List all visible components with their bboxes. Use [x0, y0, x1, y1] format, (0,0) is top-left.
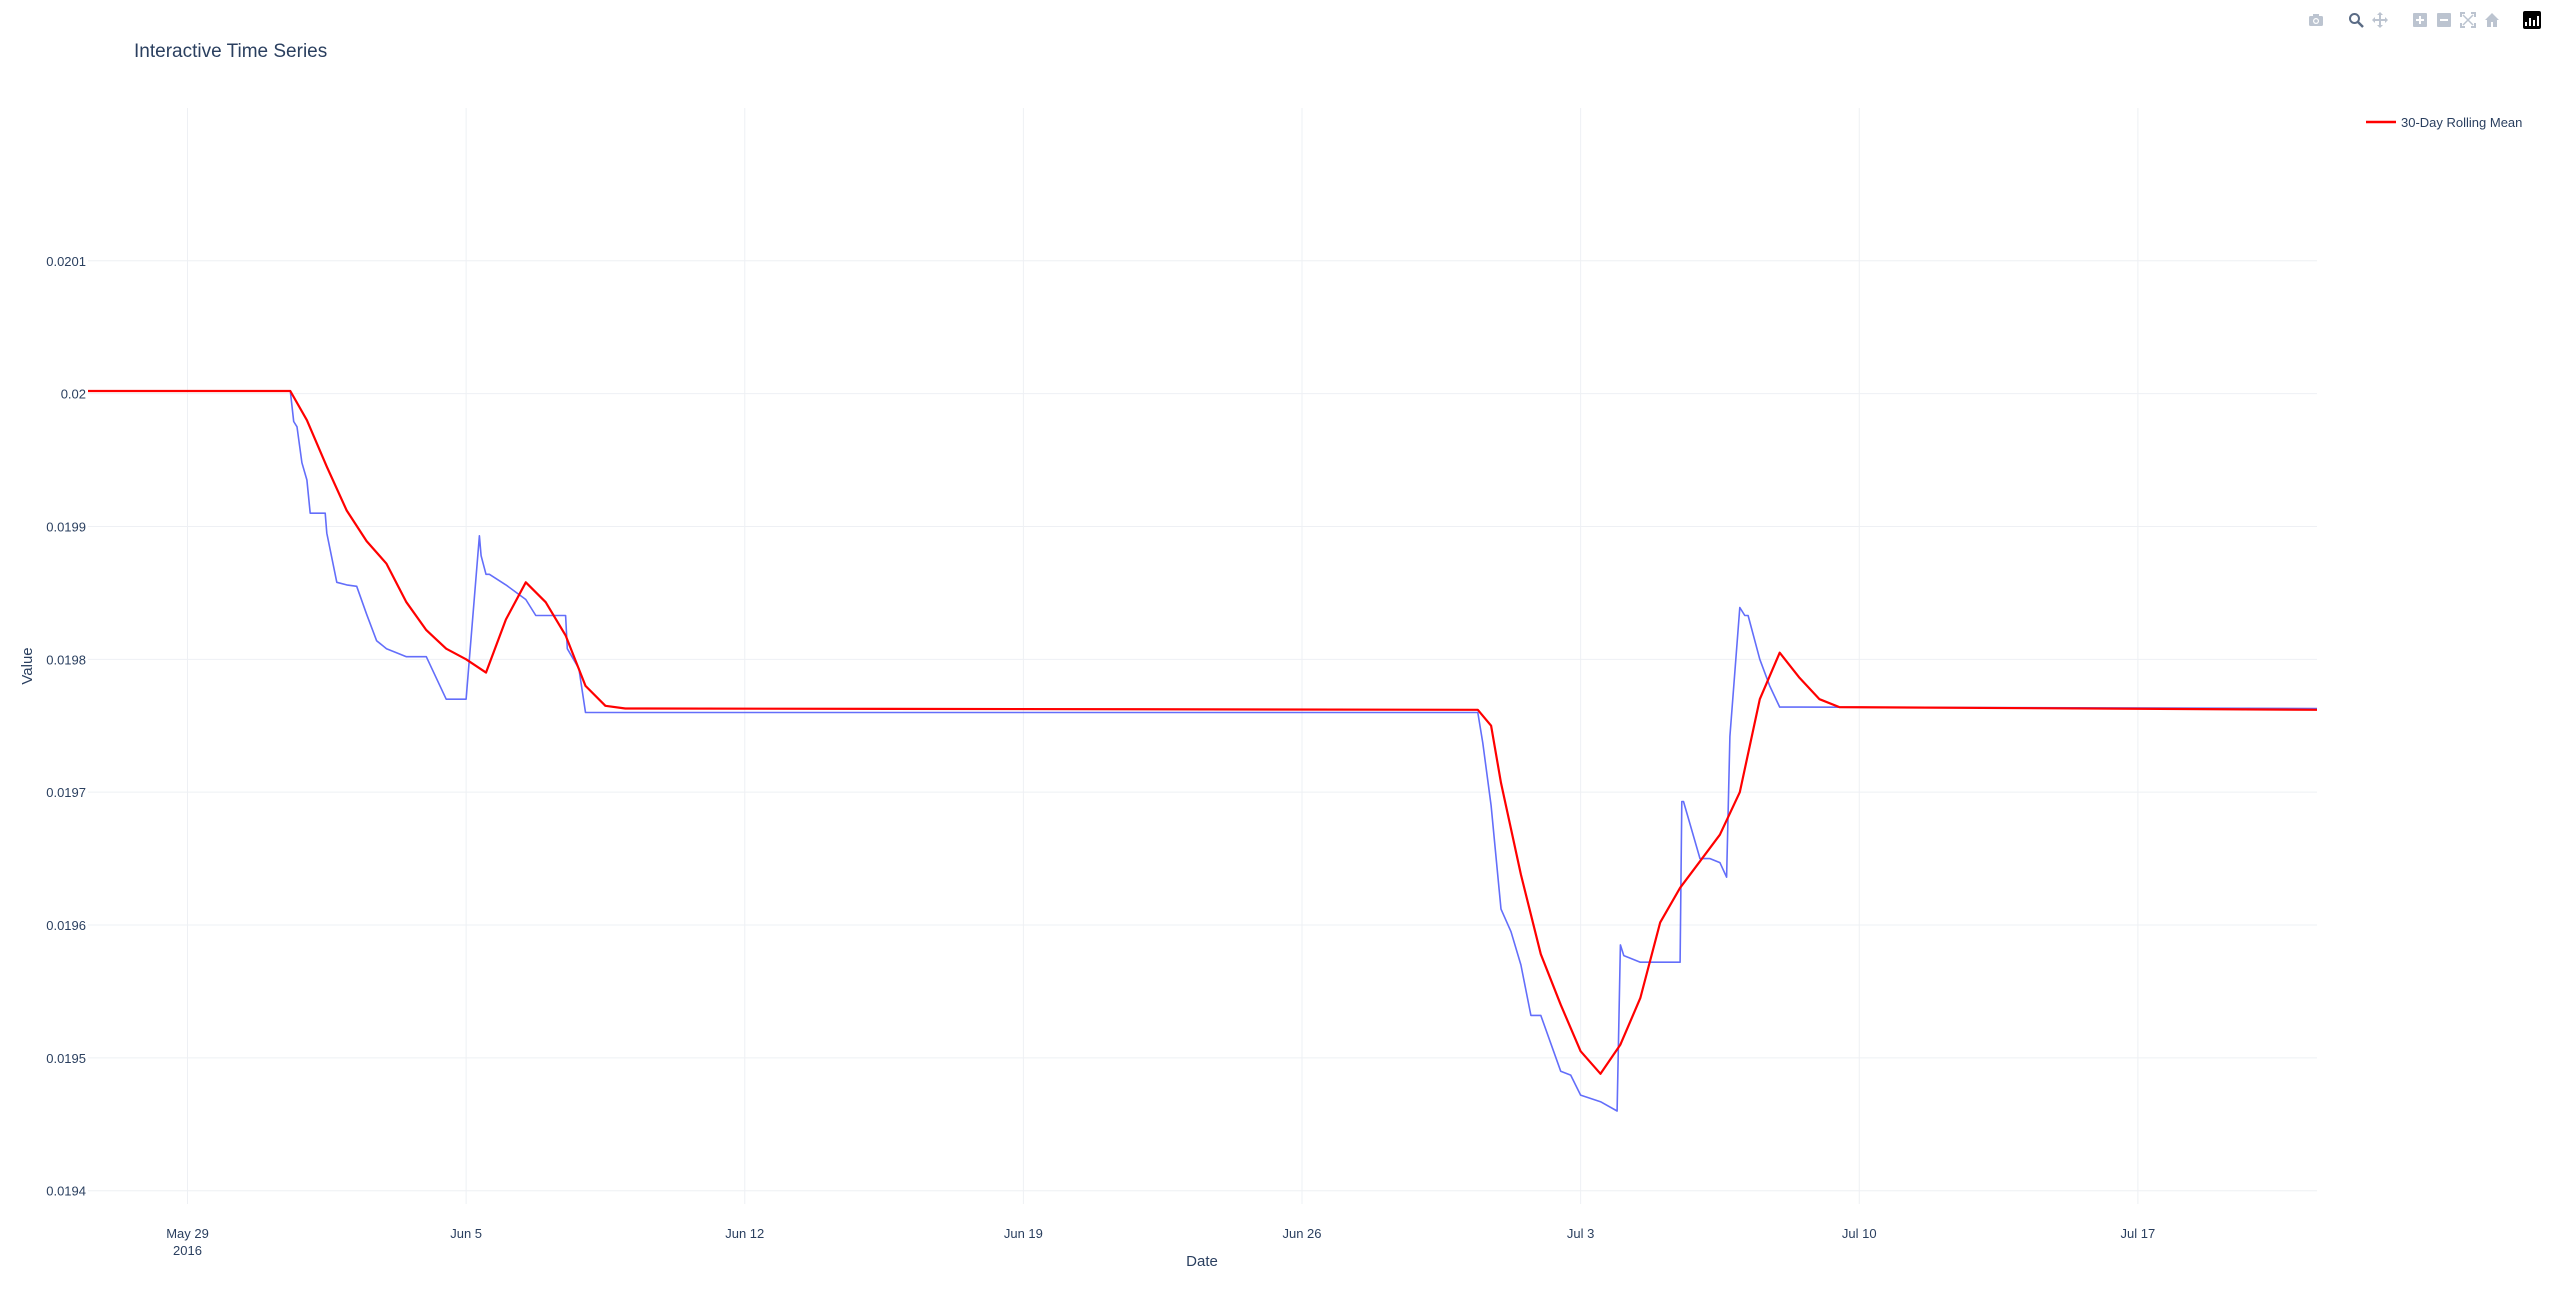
y-tick-label: 0.02 — [61, 387, 86, 402]
x-tick-sublabel: 2016 — [173, 1243, 202, 1258]
y-tick-label: 0.0201 — [46, 254, 86, 269]
y-tick-label: 0.0196 — [46, 918, 86, 933]
home-icon[interactable] — [2482, 8, 2502, 32]
y-gridlines — [88, 260, 2317, 1192]
plotly-logo-icon[interactable] — [2522, 8, 2542, 32]
x-tick-label: Jun 5 — [450, 1226, 482, 1241]
series-line-value[interactable] — [88, 390, 2318, 1112]
zoom-out-icon[interactable] — [2434, 8, 2454, 32]
x-tick-label: Jun 26 — [1282, 1226, 1321, 1241]
camera-icon[interactable] — [2306, 8, 2326, 32]
zoom-in-icon[interactable] — [2410, 8, 2430, 32]
y-axis-title: Value — [19, 647, 36, 684]
y-tick-label: 0.0197 — [46, 785, 86, 800]
plot-area[interactable] — [88, 389, 2318, 1112]
y-tick-label: 0.0199 — [46, 519, 86, 534]
legend[interactable]: 30-Day Rolling Mean — [2366, 115, 2522, 130]
y-tick-label: 0.0194 — [46, 1184, 86, 1199]
modebar — [2306, 8, 2542, 32]
pan-icon[interactable] — [2370, 8, 2390, 32]
y-tick-label: 0.0198 — [46, 652, 86, 667]
x-tick-label: May 29 — [166, 1226, 209, 1241]
zoom-icon[interactable] — [2346, 8, 2366, 32]
series-line-rolling-mean[interactable] — [88, 389, 2318, 1075]
legend-label-rolling-mean[interactable]: 30-Day Rolling Mean — [2401, 115, 2522, 130]
y-tick-label: 0.0195 — [46, 1051, 86, 1066]
y-axis[interactable]: 0.0194 0.0195 0.0196 0.0197 0.0198 0.0199 0.02… — [46, 254, 86, 1199]
x-tick-label: Jun 19 — [1004, 1226, 1043, 1241]
x-tick-label: Jul 10 — [1842, 1226, 1877, 1241]
autoscale-icon[interactable] — [2458, 8, 2478, 32]
x-gridlines — [187, 108, 2139, 1204]
x-tick-label: Jun 12 — [725, 1226, 764, 1241]
x-tick-label: Jul 3 — [1567, 1226, 1594, 1241]
chart-title: Interactive Time Series — [134, 41, 327, 62]
x-axis-title: Date — [1186, 1253, 1218, 1270]
x-axis[interactable]: May 29 2016 Jun 5 Jun 12 Jun 19 Jun 26 Jul 3 Ju… — [166, 1226, 2155, 1258]
x-tick-label: Jul 17 — [2121, 1226, 2156, 1241]
